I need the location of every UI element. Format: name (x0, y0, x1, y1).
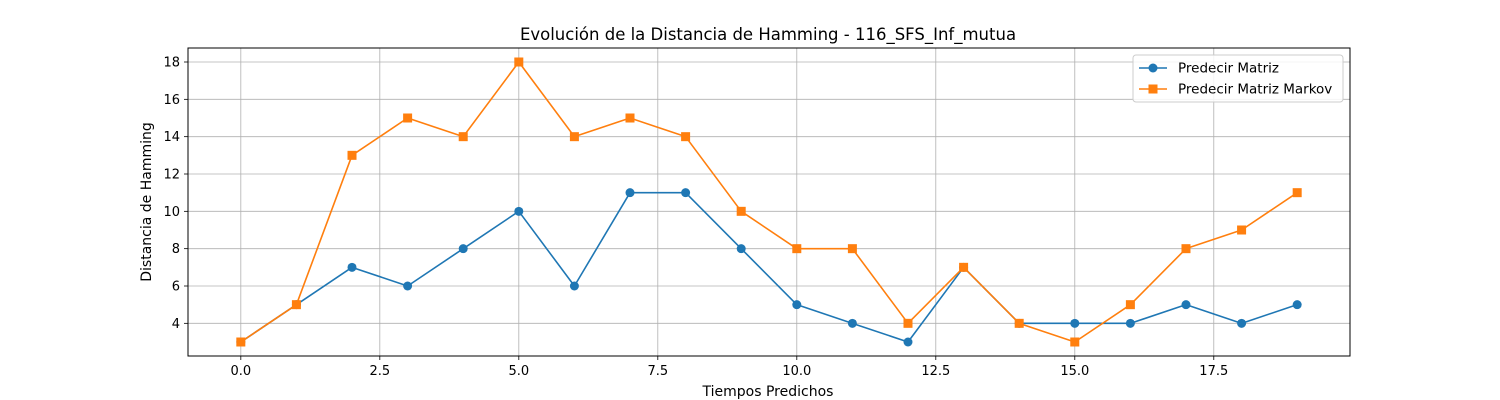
data-point (514, 57, 524, 67)
x-tick-label: 12.5 (921, 364, 950, 379)
data-point (625, 188, 635, 198)
x-tick-label: 7.5 (647, 364, 668, 379)
y-tick-label: 8 (172, 242, 180, 257)
data-point (1292, 300, 1302, 310)
x-tick-label: 17.5 (1199, 364, 1228, 379)
legend-label: Predecir Matriz (1178, 61, 1279, 77)
data-point (291, 300, 301, 310)
x-axis: 0.0 2.5 5.0 7.5 10.0 12.5 15.0 17.5 (230, 356, 1228, 379)
data-point (236, 337, 246, 347)
plot-frame (187, 47, 1351, 357)
series-line (240, 61, 1298, 343)
data-point (1125, 318, 1135, 328)
data-point (959, 262, 969, 272)
x-tick-label: 0.0 (230, 364, 251, 379)
legend-marker (1148, 84, 1158, 94)
x-tick-label: 15.0 (1060, 364, 1089, 379)
legend-marker (1148, 63, 1158, 73)
series-line (240, 191, 1298, 343)
x-axis-label: Tiempos Predichos (702, 384, 834, 400)
data-point (847, 244, 857, 254)
x-tick-label: 5.0 (508, 364, 529, 379)
data-point (1181, 300, 1191, 310)
y-tick-label: 12 (163, 168, 180, 183)
data-point (847, 318, 857, 328)
series-2 (236, 57, 1302, 347)
data-point (514, 206, 524, 216)
legend-box (1132, 54, 1344, 103)
grid (188, 48, 1350, 356)
data-point (569, 281, 579, 291)
data-point (403, 281, 413, 291)
data-point (347, 262, 357, 272)
x-tick-label: 2.5 (369, 364, 390, 379)
data-point (1237, 318, 1247, 328)
data-point (1237, 225, 1247, 235)
y-axis: 4 6 8 10 12 14 16 18 (163, 56, 188, 332)
legend: Predecir Matriz Predecir Matriz Markov (1132, 54, 1344, 103)
data-point (903, 318, 913, 328)
data-point (458, 132, 468, 142)
chart-title: Evolución de la Distancia de Hamming - 1… (520, 25, 1016, 45)
data-point (736, 244, 746, 254)
legend-entry: Predecir Matriz Markov (1139, 82, 1332, 98)
data-point (792, 244, 802, 254)
data-point (1292, 188, 1302, 198)
series-group (236, 57, 1302, 347)
y-tick-label: 6 (172, 280, 180, 295)
data-point (1070, 337, 1080, 347)
data-point (403, 113, 413, 123)
y-tick-label: 4 (172, 317, 180, 332)
data-point (903, 337, 913, 347)
y-axis-label: Distancia de Hamming (139, 122, 155, 282)
data-point (347, 150, 357, 160)
x-tick-label: 10.0 (782, 364, 811, 379)
data-point (681, 132, 691, 142)
y-tick-label: 14 (163, 130, 180, 145)
data-point (1070, 318, 1080, 328)
data-point (736, 206, 746, 216)
legend-entry: Predecir Matriz (1139, 61, 1279, 77)
data-point (1181, 244, 1191, 254)
data-point (681, 188, 691, 198)
legend-label: Predecir Matriz Markov (1178, 82, 1332, 98)
data-point (1125, 300, 1135, 310)
data-point (458, 244, 468, 254)
data-point (1014, 318, 1024, 328)
y-tick-label: 10 (163, 205, 180, 220)
y-tick-label: 18 (163, 56, 180, 71)
data-point (569, 132, 579, 142)
data-point (625, 113, 635, 123)
data-point (792, 300, 802, 310)
y-tick-label: 16 (163, 93, 180, 108)
